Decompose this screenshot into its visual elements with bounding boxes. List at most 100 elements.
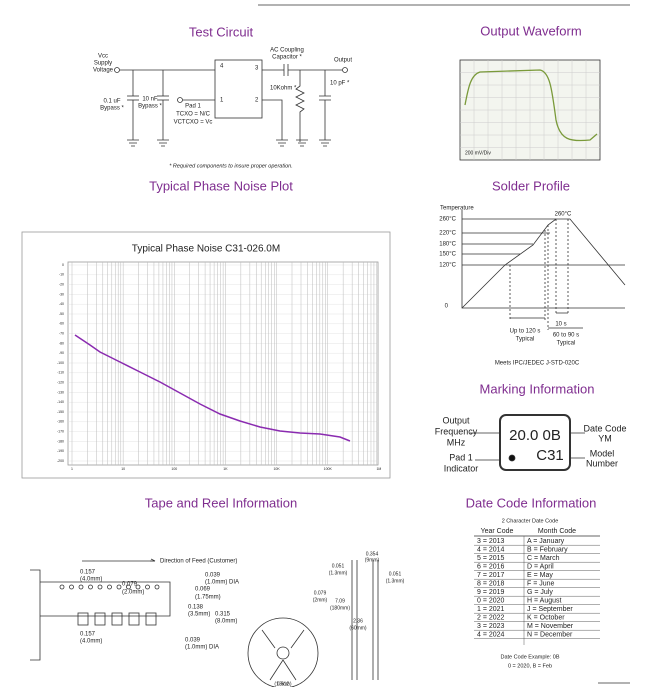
cell: 0 = 2020 [477, 597, 505, 604]
label: Date Code [583, 423, 626, 433]
cell: 9 = 2019 [477, 589, 505, 596]
label: Up to 120 s [510, 329, 541, 335]
label: Bypass * [138, 104, 162, 110]
hole [69, 584, 74, 590]
dimension: (8.0mm) [215, 619, 237, 625]
cell: J = September [527, 606, 573, 613]
dimension: (3.5mm) [188, 612, 210, 618]
header: Month Code [538, 528, 576, 535]
note: 0 = 2020, B = Feb [508, 663, 552, 669]
tick-label: 150°C [439, 252, 456, 258]
dimension: 0.157 [80, 570, 96, 576]
dimension: 0.157 [80, 632, 96, 638]
plot-frame [21, 231, 391, 479]
title: Tape and Reel Information [145, 495, 297, 510]
x-tick-label: 1 [71, 467, 73, 471]
hole [88, 584, 93, 590]
cell: 1 = 2021 [477, 606, 505, 613]
date-table: 3 = 2013 A = January 4 = 2014 B = February 5… [474, 535, 600, 645]
pin: 3 [255, 66, 259, 72]
hole [107, 584, 112, 590]
label: Direction of Feed (Customer) [160, 559, 237, 565]
x-tick-label: 10K [273, 467, 280, 471]
cell: M = November [527, 623, 574, 630]
label: Output [442, 415, 470, 425]
title: Date Code Information [466, 495, 597, 510]
note: Date Code Example: 0B [500, 654, 559, 660]
hole [97, 584, 103, 590]
dimension: (1.3mm) [386, 578, 405, 584]
x-tick-label: 1M [376, 467, 381, 471]
dimension: (4.0mm) [80, 577, 102, 583]
y-tick-label: -200 [57, 459, 64, 463]
plot-title: Typical Phase Noise C31-026.0M [132, 244, 280, 255]
hole [78, 584, 84, 590]
hole [135, 584, 141, 590]
tick-label: 220°C [439, 231, 456, 237]
label: TCXO = N/C [176, 112, 211, 118]
y-tick-label: -20 [59, 283, 64, 287]
pin: 4 [220, 64, 224, 70]
x-tick-label: 100 [171, 467, 177, 471]
dimension: 2.36 [353, 618, 363, 624]
scope-grid [460, 60, 600, 160]
label: Output [334, 58, 352, 64]
y-tick-label: -160 [57, 420, 64, 424]
chip [499, 414, 571, 471]
dimension: 0.512 [277, 681, 290, 687]
label: Pad 1 [185, 104, 201, 110]
label: Typical [557, 341, 576, 347]
y-tick-label: -110 [57, 371, 64, 375]
label: Capacitor * [272, 55, 302, 61]
dimension: 0.039 [185, 638, 201, 644]
cell: E = May [527, 572, 553, 579]
y-tick-label: -190 [57, 449, 64, 453]
hole [145, 584, 150, 590]
caption: 2 Character Date Code [502, 518, 559, 524]
x-tick-label: 100K [324, 467, 333, 471]
cell: 4 = 2024 [477, 631, 505, 638]
y-tick-label: -100 [57, 361, 64, 365]
hole [126, 584, 131, 590]
pocket [77, 612, 89, 626]
pocket [94, 612, 106, 626]
dimension: (4.0mm) [80, 639, 102, 645]
tick-label: 120°C [439, 263, 456, 269]
pin: 2 [255, 98, 259, 104]
pad-dot [508, 454, 516, 462]
tick-label: 0 [445, 304, 449, 310]
dimension: (9mm) [365, 557, 380, 563]
cell: H = August [527, 597, 561, 604]
label: VCTCXO = Vc [174, 120, 213, 126]
dimension: (1.0mm) DIA [205, 580, 239, 586]
cell: 2 = 2022 [477, 614, 505, 621]
dimension: (1.3mm) [329, 570, 348, 576]
plot-grid: 0 -10 -20 -30 -40 -50 -60 -70 -80 -90 -100 -110 -120… [57, 262, 381, 471]
hole [116, 584, 122, 590]
dimension: 7.09 [335, 598, 345, 604]
cell: 3 = 2013 [477, 538, 505, 545]
label: Number [586, 458, 618, 468]
y-tick-label: -90 [59, 351, 64, 355]
dimension: (1.0mm) DIA [185, 645, 219, 651]
dimension: (2.0mm) [122, 590, 144, 596]
dimension: 0.039 [205, 573, 221, 579]
cell: B = February [527, 546, 568, 553]
pocket [111, 612, 123, 626]
cell: N = December [527, 631, 573, 638]
axis-label: Temperature [440, 206, 474, 212]
label: Pad 1 [449, 452, 473, 462]
label: 0.1 uF [103, 99, 120, 105]
pocket [128, 612, 140, 626]
hole [154, 584, 160, 590]
label: 10 nF [142, 97, 158, 103]
label: 10 pF * [330, 81, 350, 87]
y-tick-label: -70 [59, 332, 64, 336]
label: Bypass * [100, 106, 124, 112]
cell: 3 = 2023 [477, 623, 505, 630]
cell: 5 = 2015 [477, 555, 505, 562]
dimension: 0.069 [195, 587, 211, 593]
y-tick-label: -150 [57, 410, 64, 414]
y-tick-label: -50 [59, 312, 64, 316]
